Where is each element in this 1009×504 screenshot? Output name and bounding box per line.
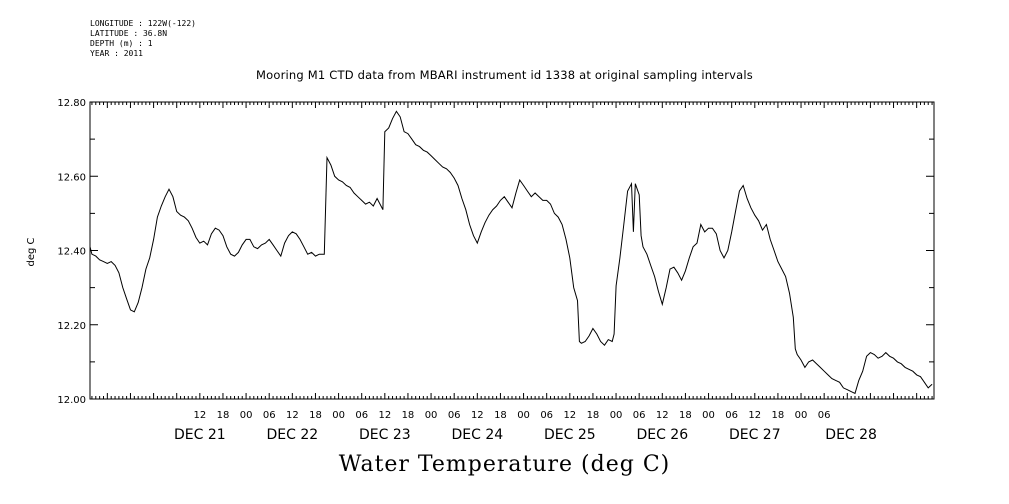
chart-title: Mooring M1 CTD data from MBARI instrumen…	[256, 68, 753, 82]
x-tick-label: 06	[263, 410, 276, 421]
x-day-label: DEC 21	[174, 427, 226, 443]
x-tick-label: 12	[378, 410, 391, 421]
x-tick-label: 00	[517, 410, 530, 421]
x-axis-label: Water Temperature (deg C)	[338, 452, 671, 477]
metadata-block: LONGITUDE : 122W(-122) LATITUDE : 36.8N …	[90, 19, 196, 59]
year-text: YEAR : 2011	[90, 49, 143, 58]
x-tick-label: 12	[748, 410, 761, 421]
longitude-text: LONGITUDE : 122W(-122)	[90, 19, 196, 28]
x-tick-label: 00	[702, 410, 715, 421]
x-tick-label: 06	[540, 410, 553, 421]
axes-group	[89, 101, 935, 400]
x-tick-label: 12	[471, 410, 484, 421]
x-tick-label: 18	[772, 410, 785, 421]
x-tick-label: 00	[332, 410, 345, 421]
x-tick-label: 06	[448, 410, 461, 421]
x-tick-label: 00	[610, 410, 623, 421]
x-tick-label: 00	[240, 410, 253, 421]
x-day-label: DEC 24	[451, 427, 503, 443]
y-tick-label: 12.00	[57, 395, 86, 406]
x-tick-label: 18	[679, 410, 692, 421]
x-day-label: DEC 25	[544, 427, 596, 443]
x-tick-label: 18	[217, 410, 230, 421]
x-tick-label: 18	[402, 410, 415, 421]
y-tick-label: 12.80	[57, 98, 86, 109]
x-tick-label: 18	[494, 410, 507, 421]
x-tick-label: 06	[355, 410, 368, 421]
x-tick-label: 12	[286, 410, 299, 421]
latitude-text: LATITUDE : 36.8N	[90, 29, 168, 38]
x-day-label: DEC 23	[359, 427, 411, 443]
ticks-group	[90, 101, 934, 400]
y-tick-label: 12.60	[57, 172, 86, 183]
y-axis-label: deg C	[26, 237, 37, 266]
x-day-label: DEC 26	[636, 427, 688, 443]
labels-group: 12.00 12.20 12.40 12.60 12.80 12 18 00 06 12 18 00 0…	[57, 98, 877, 443]
plot-frame	[89, 101, 935, 400]
x-tick-label: 12	[193, 410, 206, 421]
y-tick-label: 12.40	[57, 247, 86, 258]
x-day-label: DEC 28	[825, 427, 877, 443]
y-tick-label: 12.20	[57, 321, 86, 332]
x-tick-label: 12	[656, 410, 669, 421]
x-tick-label: 18	[309, 410, 322, 421]
x-tick-label: 06	[725, 410, 738, 421]
x-day-label: DEC 27	[729, 427, 781, 443]
series-line	[89, 110, 933, 395]
x-tick-label: 18	[587, 410, 600, 421]
x-day-label: DEC 22	[266, 427, 318, 443]
depth-text: DEPTH (m) : 1	[90, 39, 153, 48]
x-tick-label: 12	[563, 410, 576, 421]
x-tick-label: 06	[633, 410, 646, 421]
x-tick-label: 06	[818, 410, 831, 421]
x-tick-label: 00	[425, 410, 438, 421]
x-tick-label: 00	[795, 410, 808, 421]
